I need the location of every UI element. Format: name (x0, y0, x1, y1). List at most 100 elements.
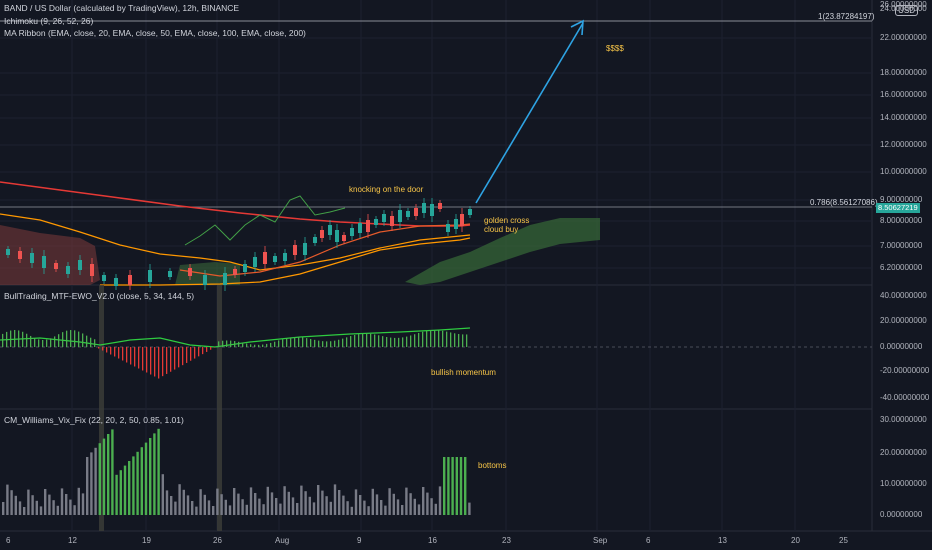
ewo-histogram-bar (26, 333, 28, 347)
price-axis-label: 26.00000000 (880, 0, 927, 9)
vix-bar (405, 487, 408, 515)
vix-legend[interactable]: CM_Williams_Vix_Fix (22, 20, 2, 50, 0.85… (4, 415, 184, 425)
vix-bar (182, 489, 185, 515)
ewo-histogram-bar (378, 335, 380, 347)
vix-bar (371, 488, 374, 515)
ewo-histogram-bar (82, 333, 84, 347)
ewo-histogram-bar (446, 331, 448, 347)
ewo-histogram-bar (462, 334, 464, 347)
ewo-histogram-bar (358, 334, 360, 347)
ichimoku-red-cloud (0, 225, 100, 285)
vix-bar (249, 487, 253, 515)
time-axis-label: 25 (839, 536, 848, 545)
ewo-histogram-bar (190, 347, 192, 361)
annotation-knocking: knocking on the door (349, 185, 424, 194)
ewo-histogram-bar (334, 340, 336, 347)
vix-bar (132, 456, 135, 515)
vix-bar (388, 488, 391, 515)
vix-bar (94, 447, 97, 515)
price-axis-label: 18.00000000 (880, 68, 927, 77)
ewo-legend[interactable]: BullTrading_MTF-EWO_V2.0 (close, 5, 34, … (4, 291, 195, 301)
ewo-histogram-bar (254, 344, 256, 347)
vix-bar (161, 474, 164, 515)
candle-body (366, 220, 370, 232)
ewo-histogram-bar (30, 335, 32, 347)
ewo-histogram-bar (278, 340, 280, 347)
annotation-bullish-momentum: bullish momentum (431, 368, 496, 377)
candle-body (203, 275, 207, 285)
ewo-histogram-bar (182, 347, 184, 366)
price-axis-label: 10.00000000 (880, 167, 927, 176)
vix-bar (254, 493, 257, 515)
ma-ribbon-legend[interactable]: MA Ribbon (EMA, close, 20, EMA, close, 5… (4, 28, 306, 38)
ewo-histogram-bar (42, 339, 44, 347)
ewo-histogram-bar (150, 347, 152, 375)
ewo-histogram-bar (86, 335, 88, 347)
vix-bar (56, 505, 59, 515)
ewo-histogram-bar (410, 335, 412, 347)
candle-body (263, 252, 267, 264)
time-axis-label: 6 (646, 536, 651, 545)
ewo-histogram-bar (286, 338, 288, 347)
vix-bar (367, 506, 370, 515)
vix-bar (44, 489, 47, 515)
price-axis-label: 9.00000000 (880, 195, 923, 204)
candle-body (54, 263, 58, 269)
candle-body (350, 228, 354, 236)
currency-button[interactable]: USD (895, 5, 918, 16)
vix-bar (6, 484, 9, 515)
ichimoku-legend[interactable]: Ichimoku (9, 26, 52, 26) (4, 16, 94, 26)
ewo-histogram-bar (70, 330, 72, 347)
vix-bar (18, 501, 22, 515)
ewo-histogram-bar (374, 334, 376, 347)
vix-bar (459, 457, 463, 515)
candle-body (328, 225, 332, 235)
ewo-histogram-bar (146, 347, 148, 373)
time-axis-label: Sep (593, 536, 608, 545)
vix-bar (35, 500, 38, 515)
vix-bar (69, 499, 72, 515)
ewo-histogram-bar (206, 347, 208, 352)
ewo-histogram-bar (326, 341, 328, 347)
main-legend-title[interactable]: BAND / US Dollar (calculated by TradingV… (4, 3, 240, 13)
vix-bar (468, 502, 471, 515)
vix-bar (350, 506, 353, 515)
ewo-histogram-bar (94, 339, 96, 347)
ewo-histogram-bar (138, 347, 140, 369)
candle-body (18, 251, 22, 259)
vix-bar (39, 506, 43, 515)
ewo-histogram-bar (98, 347, 100, 349)
ewo-histogram-bar (214, 347, 216, 348)
ewo-histogram-bar (122, 347, 124, 361)
candle-body (358, 223, 362, 233)
ewo-histogram-bar (350, 336, 352, 347)
candle-body (335, 230, 339, 242)
ewo-histogram-bar (226, 340, 228, 347)
ewo-histogram-bar (442, 330, 444, 347)
vix-bar (191, 501, 194, 515)
ewo-histogram-bar (230, 340, 232, 347)
candle-body (223, 273, 227, 285)
vix-bar (443, 457, 446, 515)
candle-body (303, 243, 307, 255)
vix-bar (77, 487, 80, 515)
candle-body (446, 224, 450, 232)
vix-bar (380, 500, 383, 515)
ewo-histogram-bar (382, 336, 384, 347)
ewo-histogram-bar (50, 338, 52, 347)
ewo-histogram-bar (282, 339, 284, 347)
time-axis-label: Aug (275, 536, 290, 545)
price-axis-label: 12.00000000 (880, 140, 927, 149)
price-axis-label: 14.00000000 (880, 113, 927, 122)
ewo-histogram-bar (2, 333, 4, 347)
annotation-bottoms: bottoms (478, 461, 507, 470)
ewo-histogram-bar (166, 347, 168, 374)
vix-bar (266, 486, 269, 515)
ewo-histogram-bar (242, 342, 244, 347)
ewo-histogram-bar (74, 330, 76, 347)
vix-bar (98, 443, 101, 515)
ewo-histogram-bar (318, 340, 320, 347)
vix-bar (262, 504, 265, 515)
ewo-histogram-bar (454, 333, 456, 347)
